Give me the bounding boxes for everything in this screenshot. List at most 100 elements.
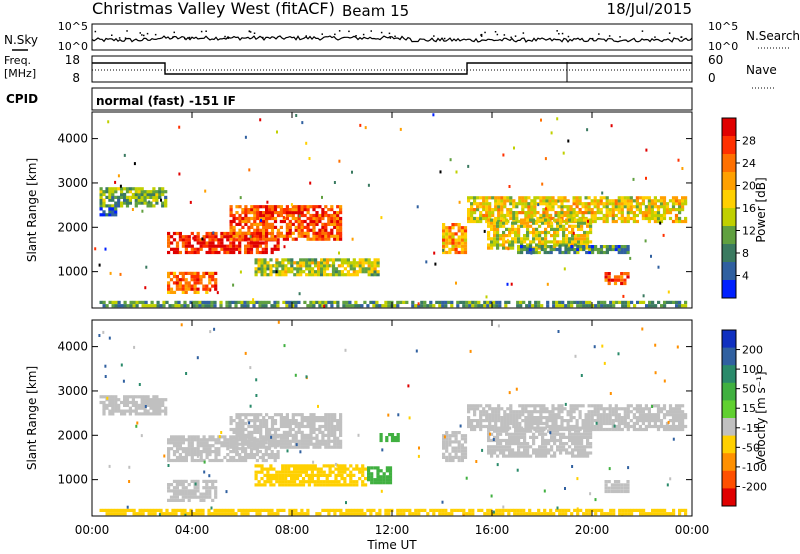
heatmap-cell xyxy=(99,198,103,202)
heatmap-cell xyxy=(232,213,236,218)
heatmap-speck xyxy=(654,371,657,375)
heatmap-cell xyxy=(574,432,578,436)
heatmap-cell xyxy=(223,250,227,255)
heatmap-cell xyxy=(178,287,182,291)
heatmap-cell xyxy=(509,216,513,221)
heatmap-cell xyxy=(258,512,262,516)
heatmap-cell xyxy=(596,407,600,411)
heatmap-cell xyxy=(293,477,297,481)
heatmap-cell xyxy=(244,450,248,454)
heatmap-speck xyxy=(508,391,511,395)
heatmap-cell xyxy=(382,478,386,482)
heatmap-cell xyxy=(308,270,312,274)
heatmap-cell xyxy=(678,211,682,215)
heatmap-cell xyxy=(568,218,572,222)
heatmap-cell xyxy=(629,424,633,429)
heatmap-cell xyxy=(629,205,633,209)
heatmap-cell xyxy=(656,211,661,215)
heatmap-cell xyxy=(255,300,259,304)
heatmap-cell xyxy=(171,512,175,516)
heatmap-cell xyxy=(483,304,487,308)
heatmap-speck xyxy=(659,221,662,225)
heatmap-cell xyxy=(158,195,162,199)
heatmap-cell xyxy=(202,275,206,279)
heatmap-cell xyxy=(211,483,215,487)
noise-search-point xyxy=(173,31,175,34)
heatmap-cell xyxy=(193,287,197,291)
heatmap-cell xyxy=(554,416,558,420)
heatmap-cell xyxy=(156,300,160,304)
heatmap-cell xyxy=(303,300,307,304)
heatmap-cell xyxy=(599,196,603,200)
heatmap-cell xyxy=(442,452,446,456)
heatmap-cell xyxy=(535,243,539,247)
heatmap-speck xyxy=(249,404,252,408)
heatmap-cell xyxy=(293,470,297,474)
heatmap-cell xyxy=(482,199,486,203)
heatmap-cell xyxy=(420,508,424,512)
heatmap-cell xyxy=(249,231,254,236)
heatmap-cell xyxy=(420,300,424,304)
heatmap-cell xyxy=(301,483,306,487)
heatmap-cell xyxy=(123,409,127,413)
heatmap-cell xyxy=(318,304,322,308)
heatmap-cell xyxy=(281,261,285,265)
heatmap-cell xyxy=(162,300,166,304)
heatmap-cell xyxy=(526,445,530,449)
heatmap-cell xyxy=(177,508,181,512)
heatmap-cell xyxy=(678,410,682,414)
heatmap-cell xyxy=(181,479,185,483)
heatmap-cell xyxy=(327,234,331,238)
heatmap-cell xyxy=(533,208,537,212)
heatmap-cell xyxy=(518,410,522,414)
heatmap-cell xyxy=(303,416,307,420)
heatmap-cell xyxy=(463,226,468,230)
heatmap-cell xyxy=(358,267,362,271)
heatmap-cell xyxy=(263,258,267,262)
heatmap-cell xyxy=(288,213,292,218)
heatmap-speck xyxy=(667,420,670,424)
noise-search-point xyxy=(496,33,499,36)
heatmap-cell xyxy=(587,421,591,426)
heatmap-cell xyxy=(514,230,518,235)
heatmap-cell xyxy=(158,409,162,413)
heatmap-cell xyxy=(259,430,263,434)
heatmap-cell xyxy=(244,433,248,437)
heatmap-cell xyxy=(346,261,350,265)
heatmap-cell xyxy=(184,458,188,463)
heatmap-cell xyxy=(496,435,500,439)
heatmap-cell xyxy=(184,238,188,242)
heatmap-cell xyxy=(568,445,572,449)
heatmap-cell xyxy=(254,258,258,262)
heatmap-cell xyxy=(99,395,103,399)
heatmap-cell xyxy=(265,433,269,437)
heatmap-cell xyxy=(538,218,542,222)
heatmap-cell xyxy=(208,479,212,483)
heatmap-cell xyxy=(517,429,521,433)
heatmap-cell xyxy=(279,416,283,420)
heatmap-cell xyxy=(291,445,295,449)
heatmap-cell xyxy=(635,202,639,206)
colorbar-swatch xyxy=(722,280,736,299)
heatmap-cell xyxy=(253,416,257,420)
heatmap-cell xyxy=(574,237,578,241)
heatmap-cell xyxy=(330,208,334,212)
heatmap-cell xyxy=(656,216,661,221)
heatmap-cell xyxy=(220,441,224,445)
heatmap-cell xyxy=(175,455,180,460)
heatmap-cell xyxy=(589,445,593,449)
heatmap-cell xyxy=(605,213,609,218)
heatmap-speck xyxy=(249,235,252,239)
heatmap-cell xyxy=(562,448,566,452)
heatmap-cell xyxy=(190,495,194,499)
heatmap-cell xyxy=(497,413,501,417)
heatmap-cell xyxy=(545,421,549,426)
heatmap-cell xyxy=(111,207,115,211)
heatmap-cell xyxy=(192,512,196,516)
heatmap-cell xyxy=(534,304,538,308)
heatmap-cell xyxy=(123,192,127,197)
heatmap-cell xyxy=(502,246,506,250)
heatmap-cell xyxy=(196,479,200,483)
date-label: 18/Jul/2015 xyxy=(607,0,692,18)
heatmap-cell xyxy=(193,290,197,294)
